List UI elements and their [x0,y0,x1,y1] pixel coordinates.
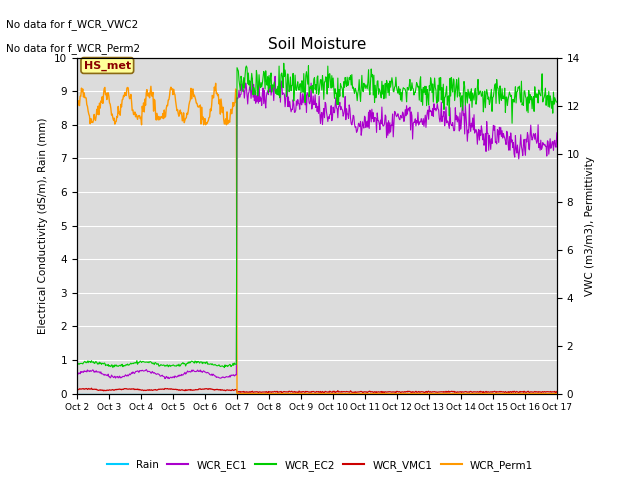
Title: Soil Moisture: Soil Moisture [268,37,366,52]
Text: No data for f_WCR_Perm2: No data for f_WCR_Perm2 [6,43,141,54]
Text: No data for f_WCR_VWC2: No data for f_WCR_VWC2 [6,19,139,30]
Legend: Rain, WCR_EC1, WCR_EC2, WCR_VMC1, WCR_Perm1: Rain, WCR_EC1, WCR_EC2, WCR_VMC1, WCR_Pe… [102,456,538,475]
Text: HS_met: HS_met [84,60,131,71]
Y-axis label: VWC (m3/m3), Permittivity: VWC (m3/m3), Permittivity [586,156,595,296]
Y-axis label: Electrical Conductivity (dS/m), Rain (mm): Electrical Conductivity (dS/m), Rain (mm… [38,117,49,334]
